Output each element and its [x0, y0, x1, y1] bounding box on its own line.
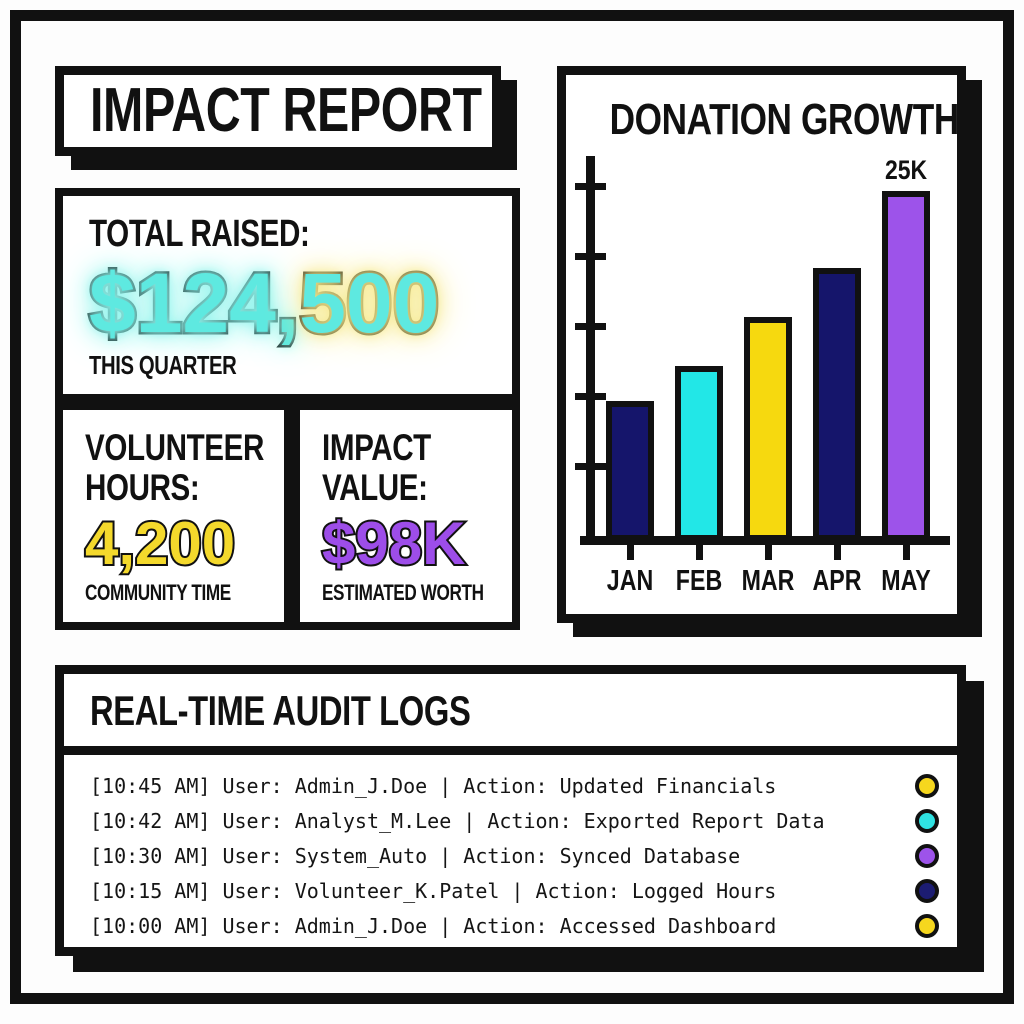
status-dot: [915, 878, 939, 903]
chart-bar-feb: [675, 366, 723, 541]
x-axis-tick: [695, 544, 703, 560]
y-axis-tick: [575, 462, 606, 470]
report-title-box: IMPACT REPORT: [55, 66, 501, 156]
impact-value-label: IMPACT VALUE:: [322, 427, 431, 508]
total-raised-value-left: $124,: [86, 254, 301, 353]
x-axis-tick: [833, 544, 841, 560]
total-raised-value: $124,500: [86, 254, 486, 353]
y-axis-tick: [575, 392, 606, 400]
audit-logs-panel: REAL-TIME AUDIT LOGS [10:45 AM] User: Ad…: [55, 665, 966, 956]
page-title: IMPACT REPORT: [90, 76, 482, 145]
x-axis-label-jan: JAN: [606, 565, 654, 597]
audit-log-row: [10:15 AM] User: Volunteer_K.Patel | Act…: [90, 873, 939, 908]
status-dot: [915, 913, 939, 938]
chart-bar-may: [882, 191, 930, 541]
donation-chart: JAN FEB MAR APR MAY 25K: [566, 151, 957, 607]
donation-growth-panel: DONATION GROWTH JAN FEB MAR APR MAY 25K: [557, 66, 966, 623]
y-axis-tick: [575, 322, 606, 330]
audit-log-text: [10:42 AM] User: Analyst_M.Lee | Action:…: [90, 808, 825, 833]
audit-log-row: [10:30 AM] User: System_Auto | Action: S…: [90, 838, 939, 873]
impact-value-card: IMPACT VALUE: $98K ESTIMATED WORTH: [292, 402, 520, 630]
audit-log-list: [10:45 AM] User: Admin_J.Doe | Action: U…: [64, 755, 957, 943]
audit-log-row: [10:00 AM] User: Admin_J.Doe | Action: A…: [90, 908, 939, 943]
audit-log-row: [10:42 AM] User: Analyst_M.Lee | Action:…: [90, 803, 939, 838]
bar-value-label: 25K: [884, 155, 928, 185]
audit-log-text: [10:30 AM] User: System_Auto | Action: S…: [90, 843, 741, 868]
total-raised-card: TOTAL RAISED: $124,500 THIS QUARTER: [55, 188, 520, 402]
x-axis-label-may: MAY: [881, 565, 931, 597]
x-axis-label-apr: APR: [812, 565, 862, 597]
impact-value-value: $98K: [320, 508, 467, 579]
volunteer-hours-value: 4,200: [83, 508, 237, 579]
status-dot: [915, 773, 939, 798]
volunteer-hours-caption: COMMUNITY TIME: [85, 580, 231, 605]
y-axis-tick: [575, 182, 606, 190]
audit-log-text: [10:15 AM] User: Volunteer_K.Patel | Act…: [90, 878, 777, 903]
audit-log-text: [10:45 AM] User: Admin_J.Doe | Action: U…: [90, 773, 777, 798]
total-raised-label: TOTAL RAISED:: [89, 213, 310, 255]
x-axis-tick: [902, 544, 910, 560]
y-axis-tick: [575, 252, 606, 260]
chart-title: DONATION GROWTH: [609, 95, 960, 144]
total-raised-caption: THIS QUARTER: [89, 350, 237, 380]
volunteer-hours-label: VOLUNTEER HOURS:: [85, 427, 264, 508]
outer-frame: [10, 10, 1014, 1004]
chart-bar-apr: [813, 268, 861, 541]
audit-log-text: [10:00 AM] User: Admin_J.Doe | Action: A…: [90, 913, 777, 938]
x-axis-tick: [626, 544, 634, 560]
audit-logs-header: REAL-TIME AUDIT LOGS: [64, 674, 957, 755]
x-axis-tick: [764, 544, 772, 560]
total-raised-value-right: 500: [297, 254, 442, 353]
impact-value-caption: ESTIMATED WORTH: [322, 580, 484, 605]
chart-bar-mar: [744, 317, 792, 541]
x-axis-label-mar: MAR: [741, 565, 795, 597]
x-axis-label-feb: FEB: [675, 565, 723, 597]
audit-log-row: [10:45 AM] User: Admin_J.Doe | Action: U…: [90, 768, 939, 803]
y-axis-line: [586, 156, 595, 541]
audit-logs-title: REAL-TIME AUDIT LOGS: [90, 687, 471, 734]
status-dot: [915, 843, 939, 868]
chart-bar-jan: [606, 401, 654, 541]
status-dot: [915, 808, 939, 833]
volunteer-hours-card: VOLUNTEER HOURS: 4,200 COMMUNITY TIME: [55, 402, 292, 630]
